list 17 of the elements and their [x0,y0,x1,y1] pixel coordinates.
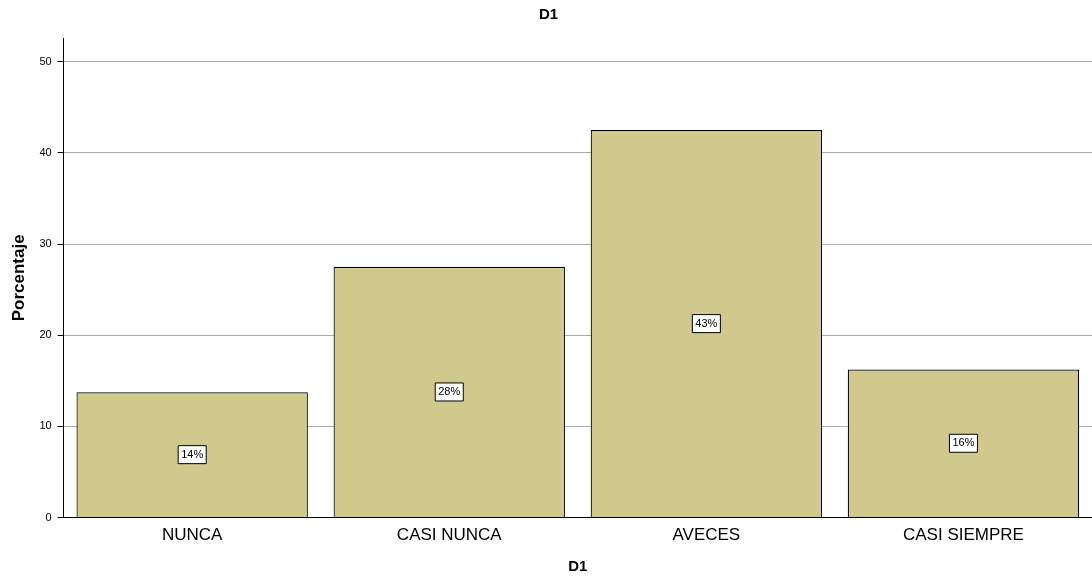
data-label: 28% [438,385,461,398]
chart-title: D1 [538,5,559,23]
y-tick-label: 0 [45,510,52,523]
y-axis-title: Porcentaje [8,234,28,322]
y-tick-label: 10 [39,419,52,432]
data-label: 16% [952,436,975,449]
data-label: 43% [695,316,718,329]
data-label: 14% [181,447,204,460]
x-tick-label: CASI SIEMPRE [902,525,1024,545]
x-tick-label: CASI NUNCA [396,525,503,545]
x-tick-label: NUNCA [161,525,224,545]
y-tick-label: 50 [39,54,52,67]
y-tick-label: 30 [39,237,52,250]
x-tick-label: AVECES [672,525,741,545]
y-tick-label: 20 [39,328,52,341]
x-axis-title: D1 [568,557,588,575]
y-tick-label: 40 [39,145,52,158]
